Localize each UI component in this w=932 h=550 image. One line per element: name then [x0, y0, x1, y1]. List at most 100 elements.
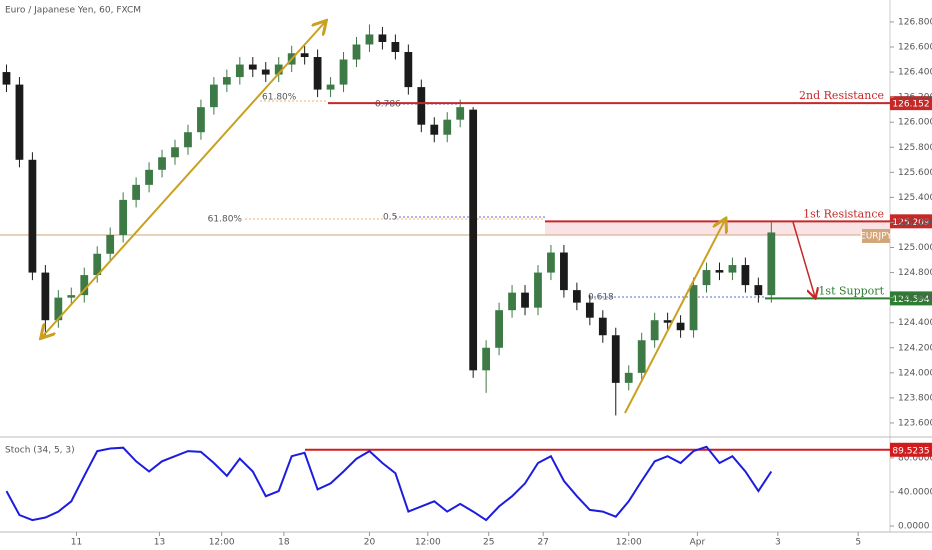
candle-body	[15, 84, 24, 160]
candle-body	[313, 57, 322, 90]
candle-body	[547, 252, 555, 273]
candle-body	[145, 169, 153, 185]
y-tick-label: 0.0000	[898, 522, 930, 532]
x-tick-label: 5	[855, 538, 861, 548]
level-price-box	[890, 96, 932, 111]
candle-body	[611, 335, 620, 383]
candle-body	[508, 292, 516, 311]
candle-body	[572, 290, 581, 303]
y-tick-label: 126.600	[898, 42, 932, 52]
candle-body	[171, 147, 179, 158]
candle-body	[300, 53, 309, 58]
y-tick-label: 123.800	[898, 393, 932, 403]
last-price-label: EURJPY	[860, 231, 892, 241]
candle-body	[430, 124, 439, 135]
candle-body	[41, 272, 50, 321]
x-tick-label: 20	[364, 538, 376, 548]
chart-title: Euro / Japanese Yen, 60, FXCM	[5, 6, 141, 16]
candle-body	[28, 159, 37, 273]
candle-body	[404, 52, 413, 88]
x-tick-label: 12:00	[616, 538, 642, 548]
candle-body	[534, 272, 542, 308]
level-price-box	[890, 291, 932, 306]
candle-body	[741, 265, 750, 286]
y-tick-label: 124.800	[898, 268, 932, 278]
stoch-level-box	[890, 442, 932, 457]
candle-body	[365, 34, 374, 45]
candle-body	[521, 292, 529, 308]
x-tick-label: 12:00	[209, 538, 235, 548]
y-tick-label: 126.800	[898, 17, 932, 27]
candle-body	[197, 107, 205, 133]
candle-body	[650, 320, 659, 341]
level-price: 124.594	[892, 295, 929, 305]
trend-arrow	[42, 22, 325, 337]
candle-body	[210, 84, 218, 108]
x-tick-label: 11	[71, 538, 82, 548]
candle-body	[456, 107, 465, 120]
candle-body	[158, 157, 166, 170]
candle-body	[585, 302, 594, 318]
stoch-line	[5, 445, 773, 522]
candle-body	[391, 41, 400, 53]
candle-body	[339, 59, 348, 85]
candle-body	[417, 87, 426, 125]
candle-body	[326, 84, 335, 90]
candle-body	[560, 252, 568, 291]
candle-body	[482, 347, 491, 371]
candle-body	[637, 340, 646, 373]
y-tick-label: 126.400	[898, 68, 932, 78]
candle-body	[352, 44, 361, 60]
fib-label: 61.80%	[208, 215, 243, 225]
candle-body	[248, 64, 257, 70]
y-tick-label: 125.000	[898, 243, 932, 253]
candle-body	[119, 199, 128, 235]
candle-body	[222, 77, 231, 85]
y-tick-label: 124.200	[898, 343, 932, 353]
level-price: 126.152	[892, 100, 929, 110]
x-tick-label: 13	[154, 538, 165, 548]
fib-label: 0.786	[375, 100, 401, 110]
candle-body	[624, 372, 633, 383]
fib-label: 0.618	[588, 293, 614, 303]
y-tick-label: 124.000	[898, 368, 932, 378]
level-name: 2nd Resistance	[799, 89, 884, 102]
x-tick-label: 3	[775, 538, 781, 548]
level-name: 1st Support	[818, 284, 884, 297]
candle-body	[443, 119, 452, 135]
candle-body	[261, 69, 270, 75]
x-tick-label: 12:00	[415, 538, 441, 548]
x-tick-label: 25	[483, 538, 494, 548]
candle-body	[728, 265, 737, 273]
candle-body	[702, 270, 711, 286]
candle-body	[689, 285, 698, 331]
candle-body	[676, 322, 685, 331]
y-tick-label: 124.400	[898, 318, 932, 328]
candle-body	[184, 132, 192, 148]
y-tick-label: 125.600	[898, 168, 932, 178]
stoch-title: Stoch (34, 5, 3)	[5, 446, 75, 456]
y-tick-label: 126.200	[898, 93, 932, 103]
candle-body	[495, 310, 503, 348]
candle-body	[378, 34, 387, 42]
level-name: 1st Resistance	[803, 207, 884, 220]
candle-body	[2, 72, 11, 85]
candle-body	[663, 320, 672, 323]
y-tick-label: 125.200	[898, 218, 932, 228]
candle-body	[235, 64, 244, 78]
y-tick-label: 123.600	[898, 418, 932, 428]
candle-body	[715, 270, 724, 273]
y-tick-label: 125.800	[898, 143, 932, 153]
y-tick-label: 125.400	[898, 193, 932, 203]
candle-body	[598, 317, 607, 336]
fib-label: 0.5	[383, 213, 397, 223]
fib-label: 61.80%	[262, 93, 297, 103]
level-price: 125.209	[892, 218, 929, 228]
y-tick-label: 124.600	[898, 293, 932, 303]
x-tick-label: 18	[278, 538, 290, 548]
candle-body	[67, 295, 76, 298]
stoch-level-value: 89.5235	[892, 446, 929, 456]
y-tick-label: 40.0000	[898, 487, 932, 497]
